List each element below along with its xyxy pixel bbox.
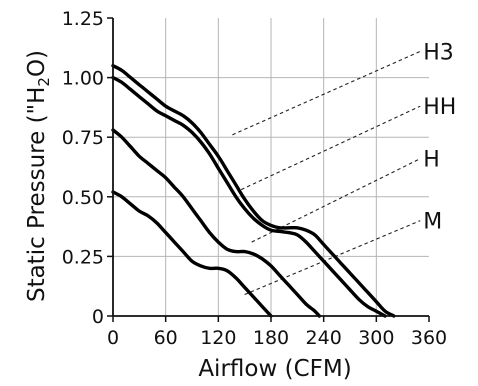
x-tick-label: 180: [253, 327, 289, 349]
y-tick-label: 1.25: [62, 8, 104, 30]
series-line-hh: [111, 75, 387, 318]
y-tick-label: 0.25: [62, 246, 104, 268]
callout-line-h: [251, 158, 421, 243]
y-tick-label: 0.50: [62, 187, 104, 209]
x-tick-label: 240: [306, 327, 342, 349]
x-tick-label: 360: [411, 327, 447, 349]
y-axis-title-main: Static Pressure ("H: [24, 87, 50, 302]
callout-line-hh: [240, 105, 421, 191]
y-axis-title: Static Pressure ("H2O): [24, 50, 53, 302]
y-tick-label: 0: [92, 306, 104, 328]
series-line-h: [111, 128, 321, 318]
x-tick-label: 60: [154, 327, 178, 349]
series-label-hh: HH: [423, 95, 456, 120]
y-tick-label: 1.00: [62, 68, 104, 90]
series-lines: [111, 64, 396, 318]
series-label-h3: H3: [423, 40, 454, 65]
callout-line-m: [244, 220, 421, 296]
y-tick-label: 0.75: [62, 127, 104, 149]
series-label-m: M: [423, 210, 442, 235]
series-line-h3: [111, 64, 396, 318]
x-tick-label: 300: [358, 327, 394, 349]
x-tick-label: 0: [107, 327, 119, 349]
axes: [107, 17, 430, 322]
callout-lines: [232, 50, 421, 296]
series-line-m: [111, 190, 273, 318]
x-tick-label: 120: [200, 327, 236, 349]
callout-line-h3: [232, 50, 421, 136]
y-axis-title-subscript: 2: [35, 77, 53, 87]
x-axis-title: Airflow (CFM): [198, 356, 351, 382]
grid: [113, 18, 429, 316]
y-axis-title-end: O): [24, 50, 50, 77]
tick-labels: 0 60 120 180 240 300 360 0 0.25 0.50 0.75 1.00 1.25: [62, 8, 447, 349]
series-label-h: H: [423, 148, 440, 173]
